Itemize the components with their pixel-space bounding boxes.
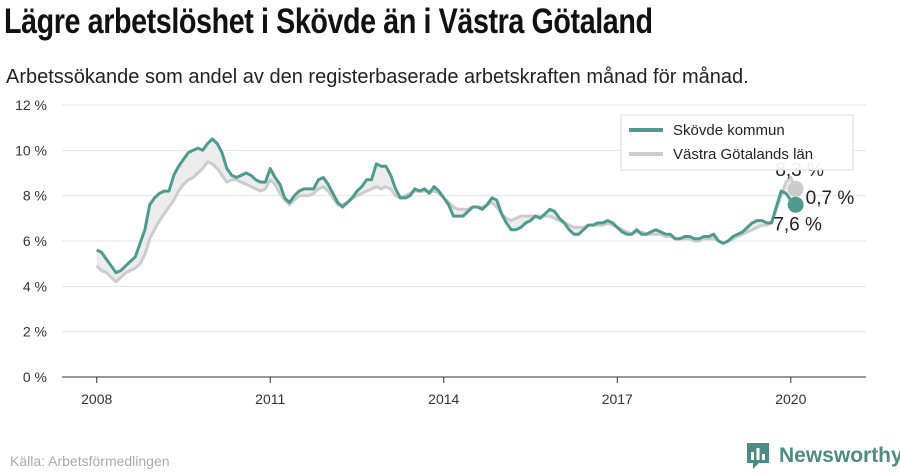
end-markers: 8,3 %7,6 %0,7 % — [773, 160, 854, 236]
chart-subtitle: Arbetssökande som andel av den registerb… — [6, 66, 749, 88]
legend: Skövde kommun Västra Götalands län — [620, 114, 854, 171]
y-axis: 0 % 2 % 4 % 6 % 8 % 10 % 12 % — [15, 97, 47, 385]
x-tick-label: 2017 — [602, 391, 633, 407]
legend-label: Skövde kommun — [673, 122, 785, 139]
end-label-difference: 0,7 % — [806, 188, 855, 209]
x-axis: 2008 2011 2014 2017 2020 — [62, 376, 866, 407]
end-point-skovde — [787, 196, 804, 213]
brand-name: Newsworthy — [779, 444, 900, 467]
y-tick-label: 8 % — [23, 188, 47, 204]
y-tick-label: 0 % — [23, 369, 47, 385]
x-tick-label: 2008 — [81, 391, 112, 407]
y-tick-label: 4 % — [23, 278, 47, 294]
newsworthy-logo-icon — [747, 443, 769, 469]
end-point-vastra-gotaland — [787, 180, 804, 197]
end-label-skovde: 7,6 % — [773, 215, 822, 236]
y-tick-label: 6 % — [23, 233, 47, 249]
x-tick-label: 2014 — [428, 391, 459, 407]
y-tick-label: 10 % — [15, 142, 47, 158]
series-line-skovde — [96, 137, 797, 275]
brand-logo: Newsworthy — [745, 441, 900, 471]
series-line-vastra-gotaland — [95, 160, 797, 284]
x-tick-label: 2011 — [255, 391, 285, 407]
x-tick-label: 2020 — [775, 391, 806, 407]
y-tick-label: 12 % — [15, 97, 47, 113]
legend-box — [620, 114, 854, 171]
legend-label: Västra Götalands län — [673, 146, 813, 163]
y-tick-label: 2 % — [23, 324, 47, 340]
difference-area — [96, 139, 796, 282]
chart-title: Lägre arbetslöshet i Skövde än i Västra … — [4, 2, 653, 41]
source-note: Källa: Arbetsförmedlingen — [10, 453, 170, 469]
